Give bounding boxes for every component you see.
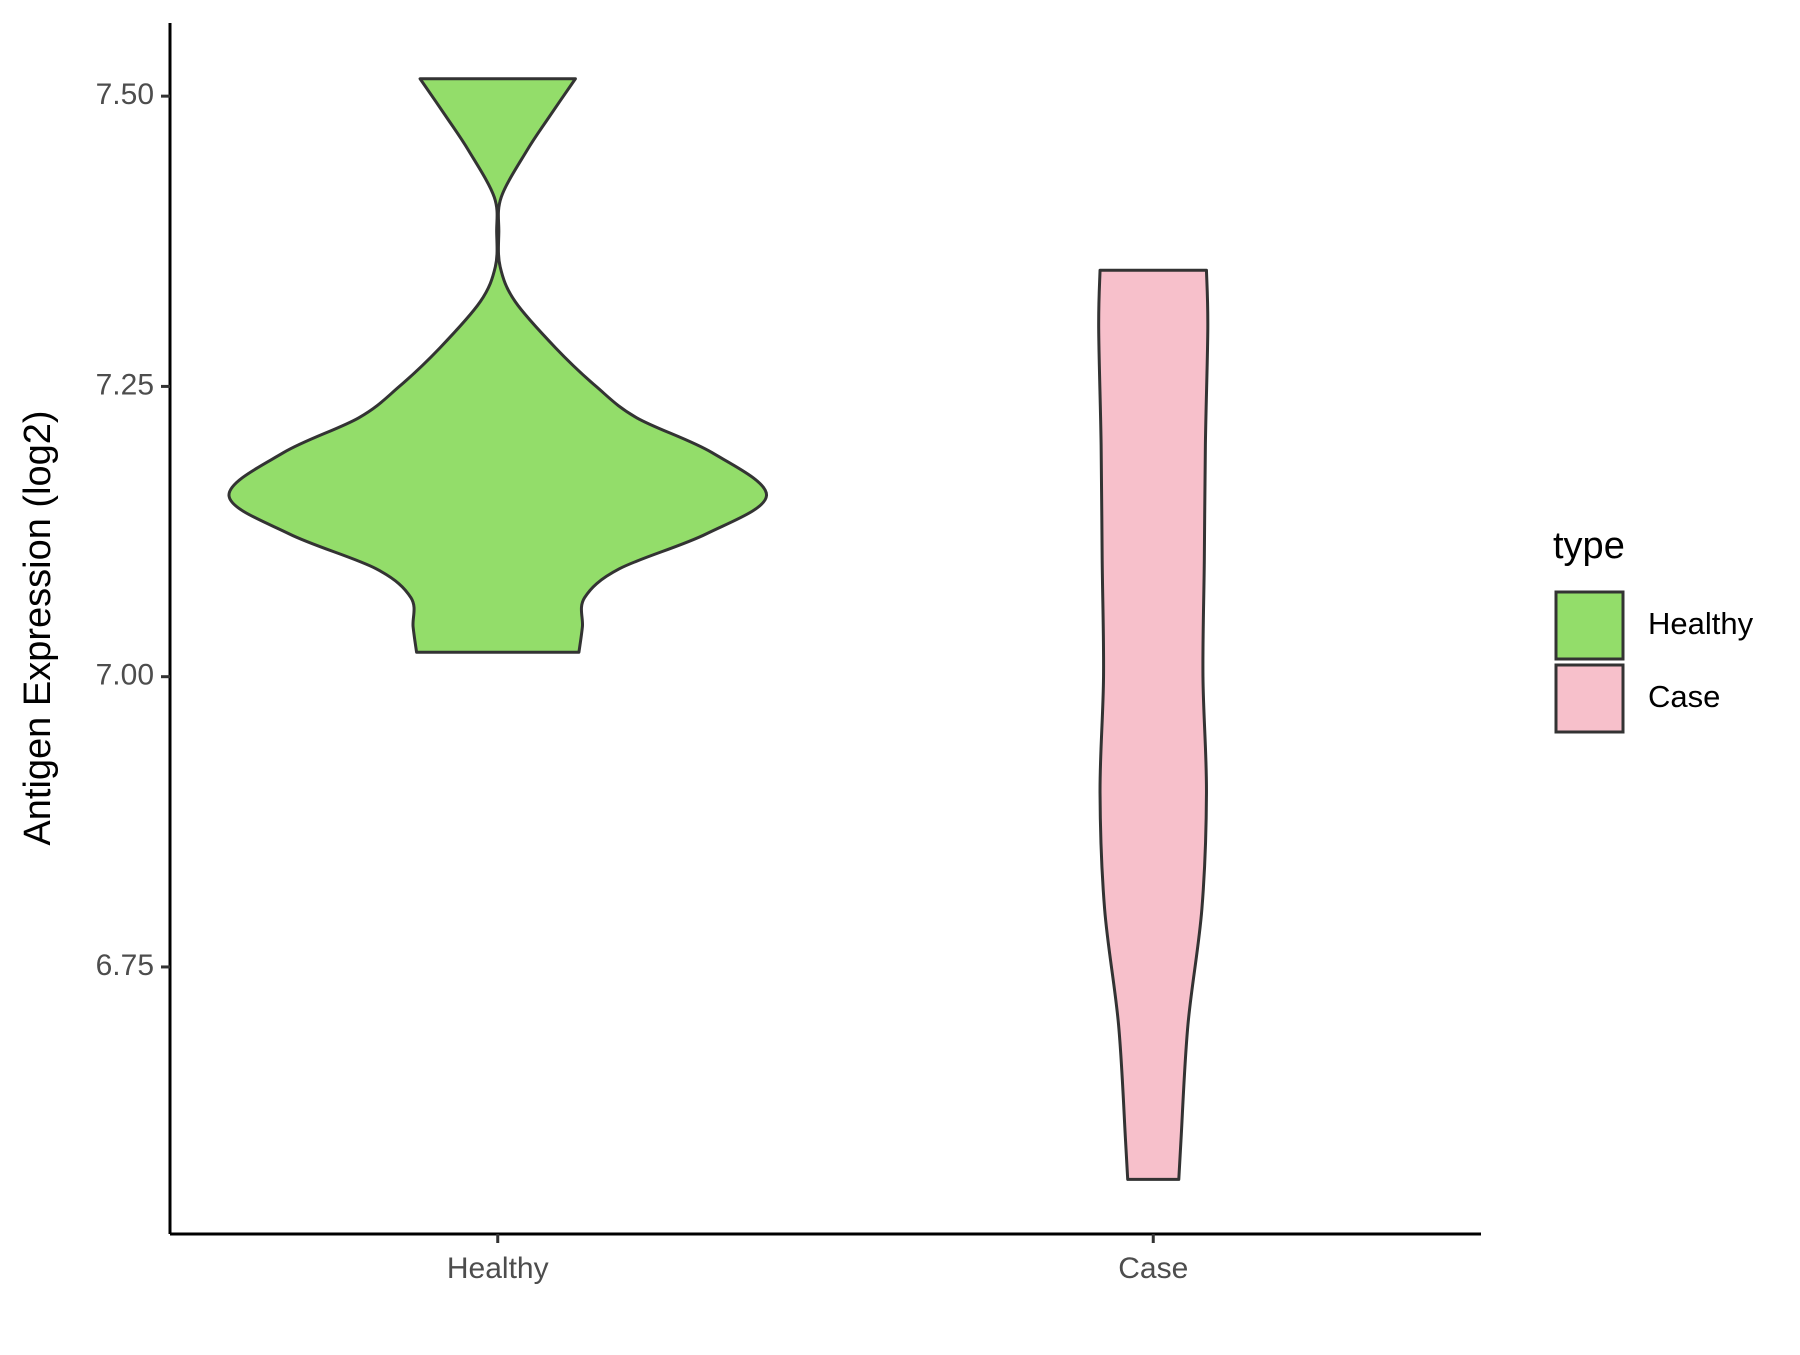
- y-tick-label: 7.50: [96, 78, 154, 111]
- y-tick-label: 7.25: [96, 368, 154, 401]
- x-tick-label: Healthy: [447, 1252, 549, 1285]
- legend-key: [1554, 590, 1625, 661]
- y-tick-label: 6.75: [96, 949, 154, 982]
- violin: [227, 77, 769, 654]
- legend-label: Case: [1648, 679, 1720, 714]
- violin: [1097, 268, 1210, 1181]
- x-tick-label: Case: [1118, 1252, 1188, 1285]
- legend-key: [1554, 663, 1625, 734]
- legend-label: Healthy: [1648, 606, 1754, 641]
- legend-title: type: [1553, 525, 1625, 567]
- y-tick-label: 7.00: [96, 659, 154, 692]
- y-axis-title: Antigen Expression (log2): [17, 410, 59, 845]
